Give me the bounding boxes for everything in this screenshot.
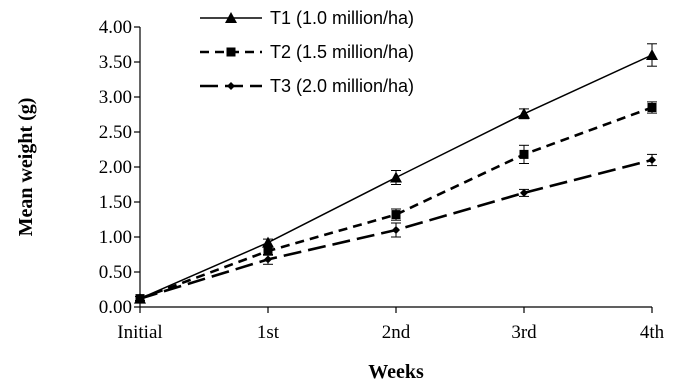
y-axis-title: Mean weight (g) [15, 98, 37, 237]
chart-series [134, 43, 658, 304]
data-point [520, 188, 528, 197]
data-point [263, 246, 273, 256]
data-point [392, 226, 400, 234]
legend-label: T2 (1.5 million/ha) [270, 42, 414, 62]
data-point [646, 49, 658, 60]
y-tick-label: 1.00 [99, 227, 132, 248]
y-tick-label: 3.00 [99, 87, 132, 108]
data-point [648, 156, 656, 164]
legend-item: T1 (1.0 million/ha) [200, 8, 414, 28]
series-2 [135, 101, 657, 304]
series-3 [135, 153, 657, 303]
data-point [136, 294, 144, 303]
y-tick-label: 2.00 [99, 157, 132, 178]
legend-label: T3 (2.0 million/ha) [270, 76, 414, 96]
legend-marker [227, 82, 235, 90]
data-point [391, 210, 401, 220]
y-tick-label: 2.50 [99, 122, 132, 143]
x-axis-title: Weeks [368, 361, 424, 383]
x-tick-label: 4th [640, 322, 665, 343]
series-line [139, 106, 653, 300]
legend-marker [225, 12, 237, 23]
data-point [519, 149, 529, 159]
legend-marker [226, 47, 236, 57]
legend-item: T3 (2.0 million/ha) [200, 76, 414, 96]
x-tick-label: 3rd [511, 322, 537, 343]
x-tick-label: 1st [257, 322, 280, 343]
y-tick-label: 4.00 [99, 17, 132, 38]
data-point [390, 171, 402, 183]
x-tick-label: Initial [117, 322, 162, 343]
y-tick-label: 0.50 [99, 262, 132, 283]
axis-ticks: 0.00 0.50 1.00 1.50 2.00 2.50 3.00 3.50 4.00 Init… [99, 17, 665, 343]
y-tick-label: 1.50 [99, 192, 132, 213]
data-point [518, 107, 530, 119]
legend-item: T2 (1.5 million/ha) [200, 42, 414, 62]
y-tick-label: 0.00 [99, 297, 132, 318]
data-point [262, 236, 274, 248]
data-point [264, 255, 272, 264]
legend-label: T1 (1.0 million/ha) [270, 8, 414, 28]
x-tick-label: 2nd [382, 322, 411, 343]
y-tick-label: 3.50 [99, 52, 132, 73]
data-point [647, 103, 657, 112]
legend: T1 (1.0 million/ha) T2 (1.5 million/ha) T3… [200, 8, 414, 96]
